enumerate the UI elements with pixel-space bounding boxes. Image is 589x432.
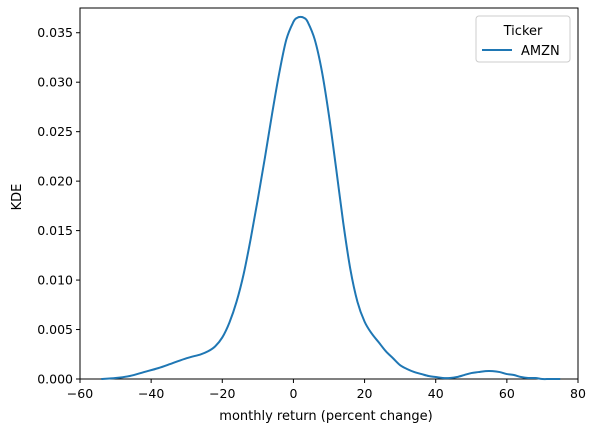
x-tick-label: 80 — [570, 386, 586, 401]
legend-title: Ticker — [503, 24, 543, 39]
x-axis-label: monthly return (percent change) — [219, 409, 432, 424]
plot-border — [79, 7, 579, 380]
series-line-amzn — [101, 15, 561, 381]
x-tick-label: 40 — [428, 386, 444, 401]
y-tick-label: 0.010 — [37, 273, 73, 288]
y-tick-label: 0.030 — [37, 75, 73, 90]
y-tick-label: 0.025 — [37, 124, 73, 139]
x-tick-label: 0 — [289, 386, 297, 401]
y-tick-label: 0.005 — [37, 322, 73, 337]
y-tick-label: 0.000 — [37, 372, 73, 387]
y-tick-label: 0.020 — [37, 174, 73, 189]
y-axis: 0.000 0.005 0.010 0.015 0.020 0.025 0.030 0.035 — [37, 25, 80, 387]
y-axis-label: KDE — [10, 184, 25, 211]
x-tick-label: −40 — [138, 386, 164, 401]
y-tick-label: 0.015 — [37, 223, 73, 238]
y-tick-label: 0.035 — [37, 25, 73, 40]
x-axis: −60 −40 −20 0 20 40 60 80 — [67, 379, 586, 401]
legend-label-amzn: AMZN — [521, 44, 560, 59]
x-tick-label: 60 — [499, 386, 515, 401]
series-layer — [101, 15, 561, 381]
x-tick-label: −60 — [67, 386, 93, 401]
legend: Ticker AMZN — [475, 15, 571, 63]
x-tick-label: −20 — [209, 386, 235, 401]
plot-area — [79, 7, 579, 380]
x-tick-label: 20 — [357, 386, 373, 401]
